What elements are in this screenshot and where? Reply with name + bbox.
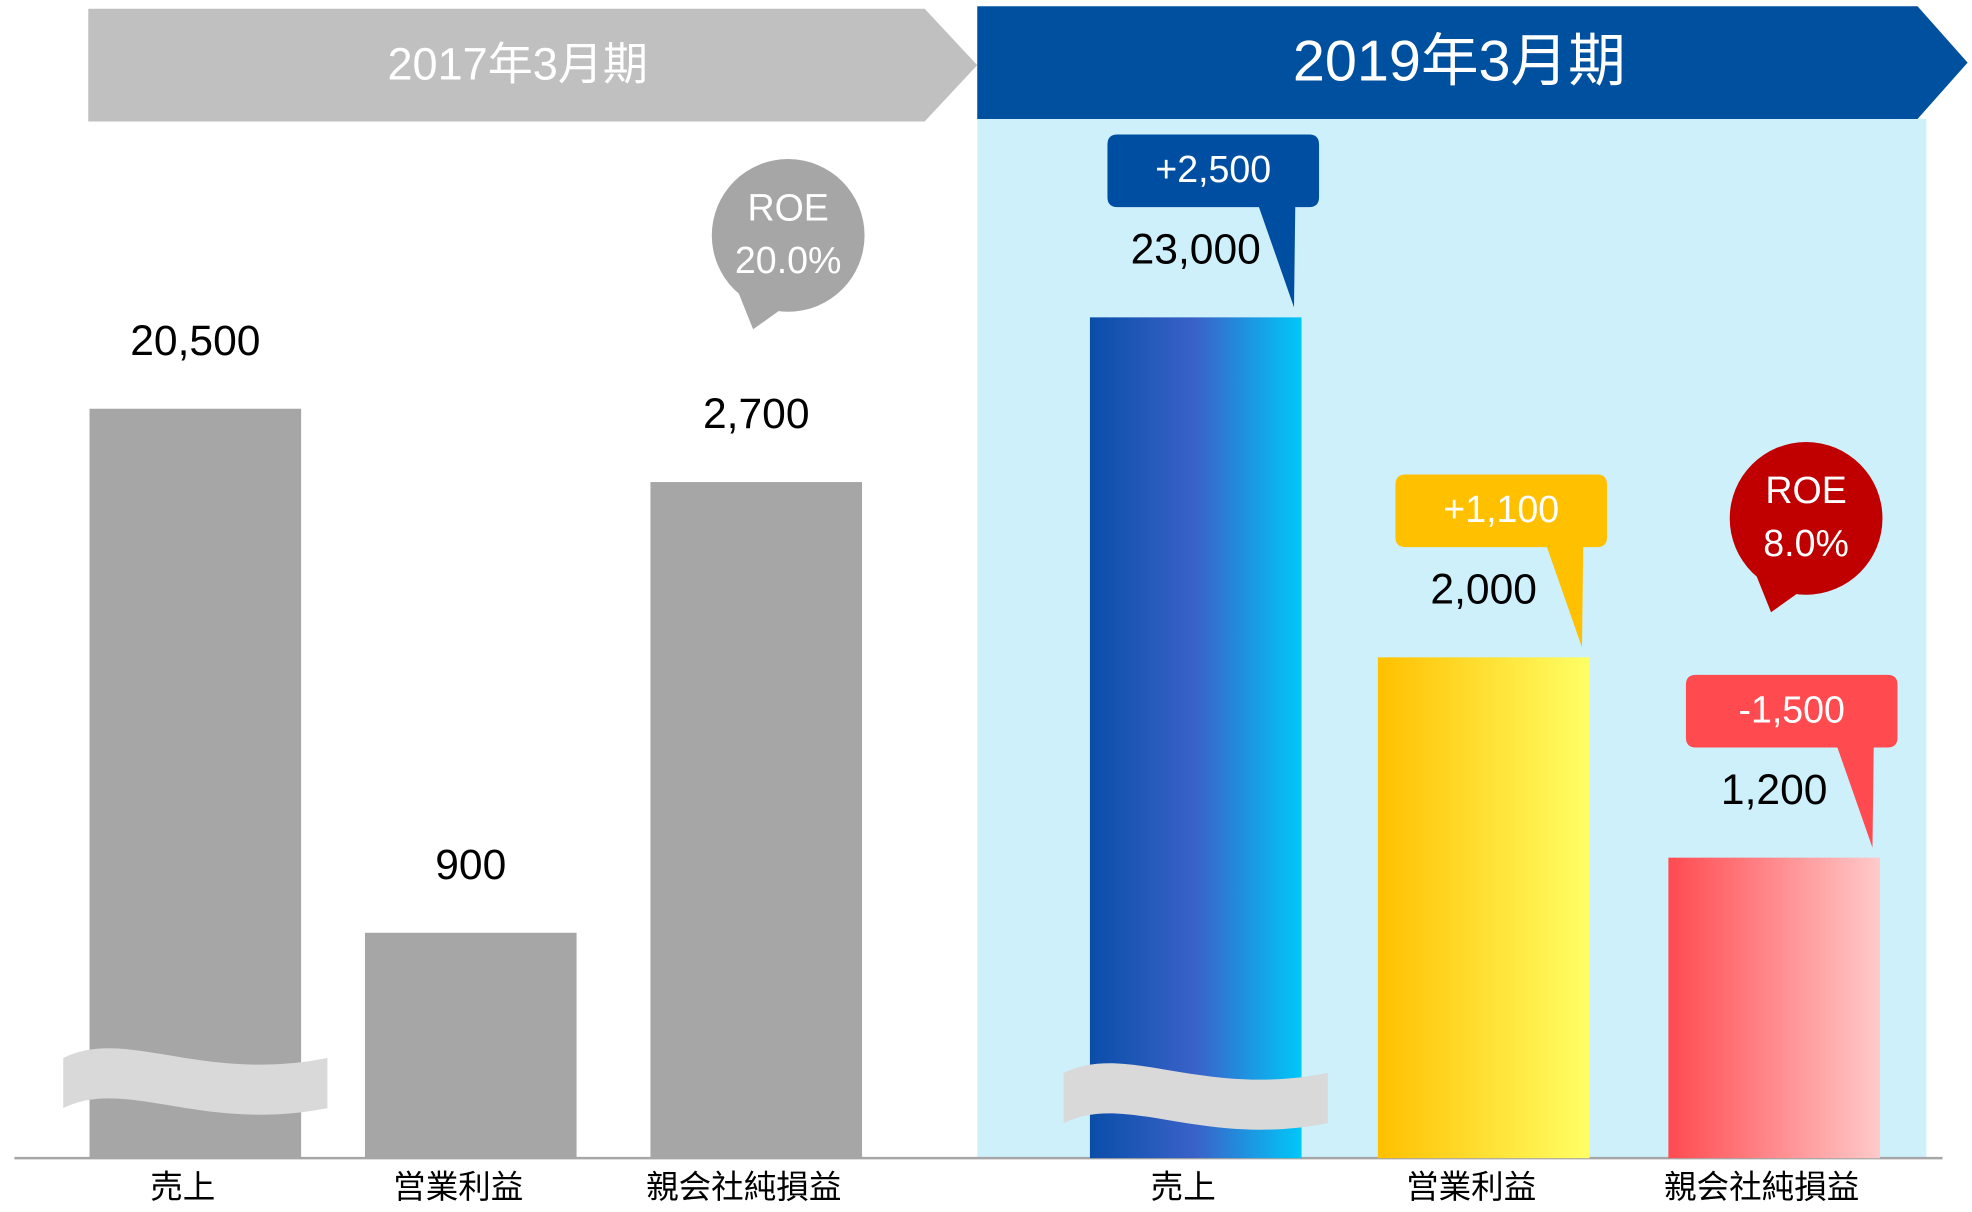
x-tick-label: 営業利益	[393, 1169, 523, 1205]
callout-label: +1,100	[1443, 488, 1559, 530]
value-label: 20,500	[130, 317, 260, 365]
x-tick-label: 親会社純損益	[1664, 1169, 1859, 1205]
bar	[1089, 317, 1302, 1159]
header-arrow	[88, 8, 978, 122]
panel-title: 2017年3月期	[387, 39, 648, 90]
bar	[1668, 857, 1880, 1159]
value-label: 1,200	[1721, 766, 1828, 814]
roe-name: ROE	[1765, 469, 1846, 511]
axis-break	[63, 1048, 328, 1115]
callout-box	[1395, 474, 1608, 648]
callout-label: -1,500	[1738, 688, 1844, 730]
callout-box	[1685, 674, 1898, 848]
roe-label: 8.0%	[1763, 522, 1849, 564]
x-tick-label: 親会社純損益	[646, 1169, 841, 1205]
roe-bubble	[711, 159, 865, 312]
callout-box	[1107, 134, 1320, 308]
bar	[650, 482, 863, 1159]
x-tick-label: 売上	[1151, 1169, 1216, 1205]
bar	[1377, 657, 1590, 1159]
value-label: 2,000	[1430, 565, 1537, 613]
value-label: 900	[435, 841, 506, 889]
value-label: 2,700	[703, 390, 810, 438]
panel-title: 2019年3月期	[1293, 29, 1626, 93]
axis-break	[1063, 1063, 1328, 1130]
x-tick-label: 売上	[150, 1169, 215, 1205]
roe-bubble	[1729, 441, 1883, 595]
bar	[364, 932, 577, 1159]
roe-label: 20.0%	[735, 239, 841, 281]
callout-label: +2,500	[1155, 148, 1271, 190]
roe-name: ROE	[747, 186, 828, 228]
header-arrow	[977, 6, 1968, 119]
x-tick-label: 営業利益	[1406, 1169, 1536, 1205]
value-label: 23,000	[1131, 226, 1261, 274]
bar	[89, 408, 302, 1159]
